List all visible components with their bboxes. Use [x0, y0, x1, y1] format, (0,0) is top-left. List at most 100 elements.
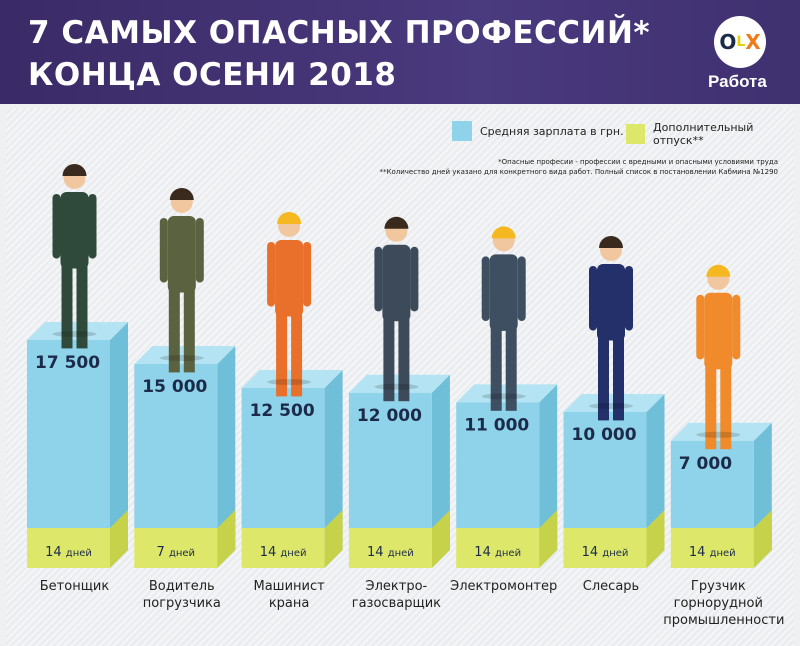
legend-salary: Средняя зарплата в грн. [452, 121, 624, 141]
worker-body [60, 192, 89, 269]
vacation-side [110, 510, 128, 568]
worker-shadow [52, 331, 97, 337]
worker-arm [374, 246, 383, 312]
worker-shadow [696, 431, 741, 438]
vacation-side [753, 510, 772, 568]
category-label: Электромонтер [450, 579, 558, 594]
worker-arm [159, 218, 168, 283]
vacation-bar [456, 528, 540, 568]
bar-side [110, 322, 128, 568]
vacation-bar [563, 528, 647, 568]
worker-arm [195, 218, 204, 283]
category-label: Слесарь [582, 579, 640, 594]
page-title: 7 САМЫХ ОПАСНЫХ ПРОФЕССИЙ* КОНЦА ОСЕНИ 2… [28, 12, 650, 96]
worker-arm [696, 294, 705, 360]
worker-arm [625, 266, 633, 331]
worker-shadow [374, 383, 419, 390]
worker-arm [52, 194, 61, 259]
salary-bar [348, 392, 432, 528]
worker-arm [481, 256, 490, 321]
vacation-label: 14 дней [689, 545, 736, 560]
legend-swatch-vacation [626, 124, 646, 144]
worker-arm [88, 194, 97, 259]
worker-shadow [159, 355, 204, 361]
worker-hat [491, 226, 516, 239]
worker-hat [169, 188, 194, 200]
title-line-1: 7 САМЫХ ОПАСНЫХ ПРОФЕССИЙ* [28, 15, 651, 51]
worker-leg [168, 287, 180, 373]
worker-leg [276, 311, 288, 397]
footnote-2: **Количество дней указано для конкретног… [379, 168, 778, 176]
category-label: Бетонщик [39, 579, 110, 594]
vacation-label: 14 дней [474, 545, 521, 560]
category-label: Электро-газосварщик [351, 579, 442, 611]
vacation-label: 14 дней [367, 545, 414, 560]
vacation-bar [241, 528, 325, 568]
worker-arm [589, 266, 597, 331]
worker-leg [598, 335, 609, 421]
worker-leg [183, 287, 195, 373]
vacation-label: 14 дней [582, 545, 629, 560]
vacation-side [539, 510, 558, 568]
worker-body [489, 254, 518, 331]
salary-label: 15 000 [142, 377, 207, 397]
worker-body [167, 216, 196, 293]
worker-body [382, 244, 411, 322]
salary-label: 12 500 [250, 401, 315, 421]
worker-leg [613, 335, 624, 421]
legend-vacation: Дополнительный отпуск** [626, 121, 800, 147]
category-label: Машинист крана [253, 579, 325, 611]
worker-hat [277, 212, 302, 224]
logo-subtitle: Работа [708, 72, 767, 91]
worker-leg [383, 316, 395, 402]
worker-leg [490, 325, 502, 411]
worker-leg [505, 325, 517, 411]
salary-bar [456, 402, 540, 528]
vacation-bar [348, 528, 432, 568]
worker-shadow [589, 403, 633, 409]
salary-label: 17 500 [35, 353, 100, 373]
category-label: Грузчик горнорудной промышленности [663, 579, 785, 628]
vacation-label: 7 дней [157, 545, 196, 560]
salary-label: 11 000 [464, 415, 529, 435]
legend-swatch-salary [452, 121, 472, 141]
vacation-bar [670, 528, 754, 568]
vacation-side [324, 510, 343, 568]
vacation-bar [134, 528, 218, 568]
worker-shadow [481, 393, 526, 400]
worker-arm [303, 242, 312, 307]
worker-arm [267, 242, 276, 307]
worker-leg [61, 263, 73, 349]
logo-x: X [745, 30, 761, 54]
worker-leg [76, 263, 88, 349]
worker-hat [62, 164, 87, 176]
vacation-label: 14 дней [45, 545, 92, 560]
salary-bar [241, 388, 325, 528]
bar-side [217, 346, 236, 568]
header: 7 САМЫХ ОПАСНЫХ ПРОФЕССИЙ* КОНЦА ОСЕНИ 2… [0, 0, 800, 104]
salary-bar [134, 364, 218, 528]
category-label: Водитель погрузчика [142, 579, 221, 611]
worker-arm [517, 256, 526, 321]
logo-o: O [719, 30, 737, 54]
worker-leg [720, 364, 732, 450]
salary-bar [670, 440, 754, 528]
worker-hat [706, 264, 731, 277]
salary-label: 12 000 [357, 406, 422, 426]
vacation-bar [27, 528, 110, 568]
vacation-side [431, 510, 450, 568]
worker-hat [599, 236, 623, 248]
worker-leg [291, 311, 303, 397]
salary-bar [563, 412, 647, 528]
vacation-side [217, 510, 236, 568]
worker-leg [398, 316, 410, 402]
legend-label-salary: Средняя зарплата в грн. [480, 124, 624, 138]
worker-arm [732, 294, 741, 360]
footnote-1: *Опасные професии - професcии с вредными… [498, 158, 778, 166]
worker-body [597, 264, 625, 341]
worker-arm [410, 246, 419, 312]
worker-hat [384, 216, 409, 229]
vacation-label: 14 дней [260, 545, 307, 560]
